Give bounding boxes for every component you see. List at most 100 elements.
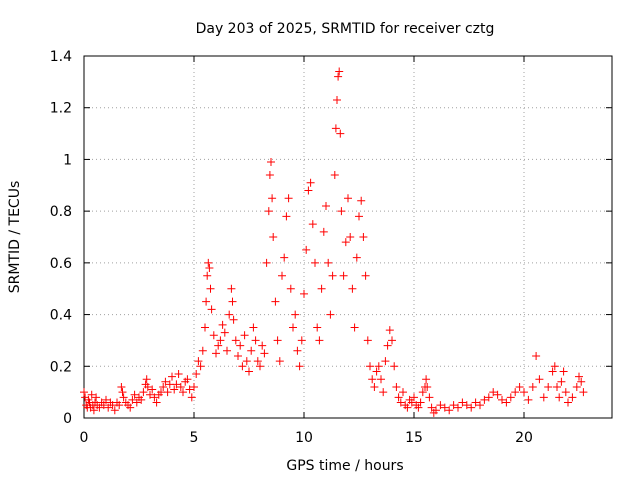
data-point bbox=[245, 367, 253, 376]
data-point bbox=[557, 377, 566, 386]
data-point bbox=[484, 393, 493, 402]
data-point bbox=[410, 393, 418, 402]
data-point bbox=[137, 395, 146, 404]
data-point bbox=[117, 382, 126, 391]
data-points bbox=[80, 67, 588, 417]
data-point bbox=[427, 403, 436, 412]
data-point bbox=[341, 238, 350, 247]
data-point bbox=[368, 375, 377, 384]
data-point bbox=[302, 245, 311, 254]
data-point bbox=[572, 382, 581, 391]
x-tick-labels: 0 5 10 15 20 bbox=[80, 430, 533, 446]
data-point bbox=[231, 336, 240, 345]
data-point bbox=[92, 393, 101, 402]
data-point bbox=[480, 395, 489, 404]
plot-frame bbox=[83, 55, 613, 419]
data-point bbox=[440, 403, 449, 412]
data-point bbox=[194, 357, 203, 366]
data-point bbox=[286, 284, 295, 293]
x-tick-label: 5 bbox=[190, 430, 199, 446]
data-point bbox=[118, 388, 127, 397]
data-point bbox=[575, 372, 583, 381]
y-axis-label: SRMTID / TECUs bbox=[7, 181, 23, 294]
data-point bbox=[300, 289, 308, 298]
data-point bbox=[344, 194, 352, 203]
data-point bbox=[326, 310, 335, 319]
data-point bbox=[161, 377, 170, 386]
data-point bbox=[126, 403, 135, 412]
data-point bbox=[390, 362, 399, 371]
data-point bbox=[271, 297, 280, 306]
data-point bbox=[265, 170, 274, 179]
data-point bbox=[89, 406, 98, 415]
data-point bbox=[80, 388, 88, 397]
data-point bbox=[493, 390, 502, 399]
data-point bbox=[146, 390, 154, 399]
data-point bbox=[548, 367, 557, 376]
data-point bbox=[207, 305, 216, 314]
data-point bbox=[336, 129, 345, 138]
y-tick-label: 0.8 bbox=[50, 204, 72, 220]
data-point bbox=[104, 403, 113, 412]
data-point bbox=[223, 346, 231, 355]
y-tick-label: 0.2 bbox=[50, 359, 72, 375]
y-tick-label: 0.6 bbox=[50, 256, 72, 272]
data-point bbox=[561, 388, 570, 397]
data-point bbox=[311, 258, 319, 267]
data-point bbox=[498, 395, 506, 404]
data-point bbox=[454, 403, 462, 412]
data-point bbox=[216, 336, 225, 345]
data-point bbox=[278, 271, 286, 280]
axis-ticks bbox=[83, 55, 612, 419]
data-point bbox=[333, 95, 341, 104]
data-point bbox=[228, 297, 237, 306]
data-point bbox=[203, 271, 212, 280]
data-point bbox=[544, 382, 553, 391]
data-point bbox=[381, 357, 390, 366]
data-point bbox=[471, 398, 480, 407]
data-point bbox=[476, 401, 484, 410]
data-point bbox=[260, 349, 269, 358]
data-point bbox=[236, 341, 245, 350]
data-point bbox=[179, 388, 187, 397]
data-point bbox=[148, 385, 157, 394]
data-point bbox=[227, 284, 236, 293]
data-point bbox=[346, 233, 355, 241]
data-point bbox=[308, 220, 317, 229]
data-point bbox=[280, 253, 289, 262]
data-point bbox=[240, 331, 249, 340]
data-point bbox=[264, 207, 273, 216]
data-point bbox=[192, 370, 201, 379]
data-point bbox=[379, 388, 388, 397]
data-point bbox=[357, 196, 366, 205]
data-point bbox=[170, 385, 179, 394]
data-point bbox=[306, 178, 315, 187]
data-point bbox=[374, 362, 383, 371]
data-point bbox=[568, 393, 577, 402]
data-point bbox=[528, 382, 537, 391]
data-point bbox=[190, 382, 198, 391]
data-point bbox=[416, 398, 425, 407]
data-point bbox=[352, 253, 361, 262]
y-tick-labels: 0 0.2 0.4 0.6 0.8 1 1.2 1.4 bbox=[50, 49, 72, 427]
data-point bbox=[445, 406, 454, 415]
data-point bbox=[396, 398, 405, 407]
data-point bbox=[275, 357, 284, 366]
data-point bbox=[291, 310, 300, 319]
data-point bbox=[559, 367, 568, 376]
data-point bbox=[432, 406, 440, 415]
data-point bbox=[577, 377, 586, 386]
data-point bbox=[130, 390, 139, 399]
data-point bbox=[366, 362, 374, 371]
data-point bbox=[399, 388, 407, 397]
data-point bbox=[385, 326, 394, 335]
data-point bbox=[337, 207, 346, 216]
data-point bbox=[87, 390, 96, 399]
data-point bbox=[348, 284, 357, 293]
data-point bbox=[520, 388, 528, 397]
data-point bbox=[524, 395, 533, 404]
data-point bbox=[284, 194, 293, 203]
data-point bbox=[174, 370, 183, 379]
x-axis-label: GPS time / hours bbox=[286, 458, 403, 474]
